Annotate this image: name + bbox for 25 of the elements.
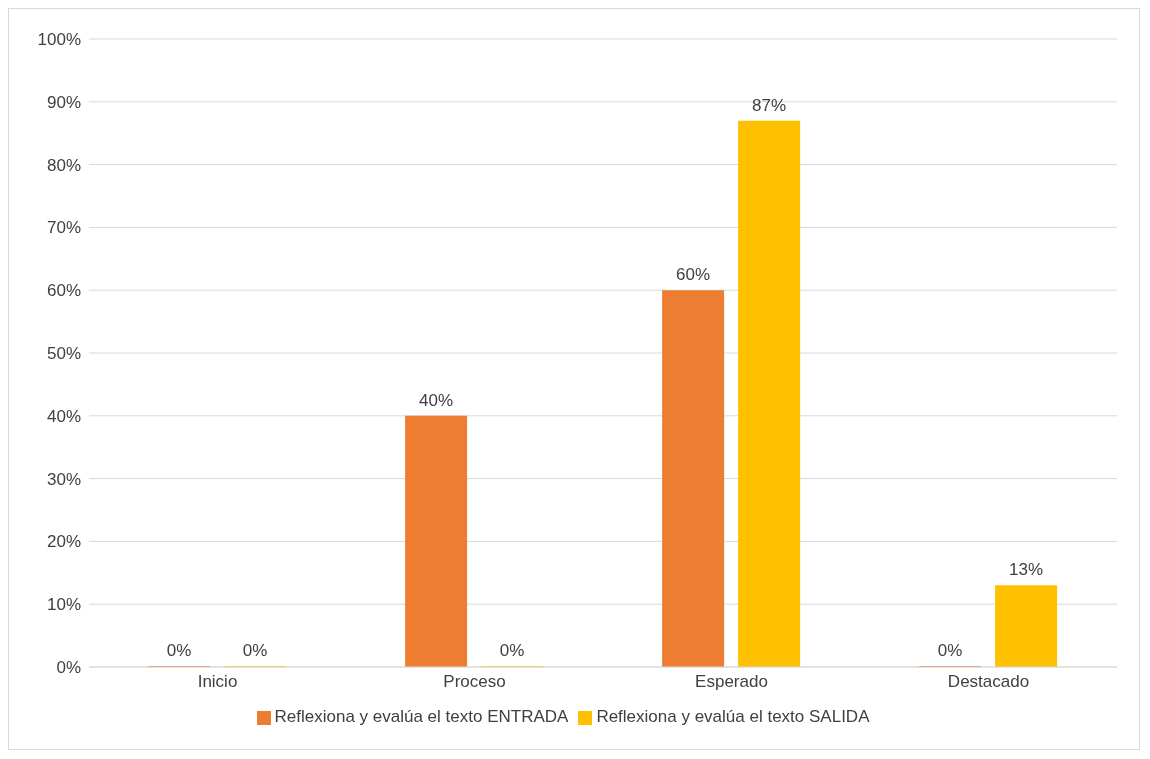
data-label: 0% [499, 641, 525, 660]
data-label: 40% [419, 390, 454, 410]
y-tick-label: 80% [46, 155, 81, 175]
data-label: 13% [1009, 560, 1044, 580]
legend-label: Reflexiona y evalúa el texto ENTRADA [274, 707, 569, 726]
data-label: 0% [166, 641, 192, 660]
data-label: 60% [676, 265, 711, 285]
y-tick-label: 30% [46, 469, 81, 489]
y-tick-label: 100% [37, 30, 81, 50]
x-tick-label: Inicio [197, 672, 238, 692]
y-tick-label: 20% [46, 532, 81, 552]
y-tick-label: 50% [46, 344, 81, 364]
x-tick-label: Destacado [947, 672, 1030, 692]
y-tick-label: 40% [46, 406, 81, 426]
data-label: 0% [242, 641, 268, 660]
y-tick-label: 10% [46, 595, 81, 615]
data-label: 87% [752, 95, 787, 115]
y-tick-label: 90% [46, 92, 81, 112]
legend-label: Reflexiona y evalúa el texto SALIDA [596, 707, 870, 726]
y-tick-label: 60% [46, 281, 81, 301]
y-tick-label: 0% [56, 658, 81, 678]
data-label: 0% [937, 641, 963, 660]
y-tick-label: 70% [46, 218, 81, 238]
x-tick-label: Esperado [695, 672, 768, 692]
x-tick-label: Proceso [443, 672, 506, 692]
